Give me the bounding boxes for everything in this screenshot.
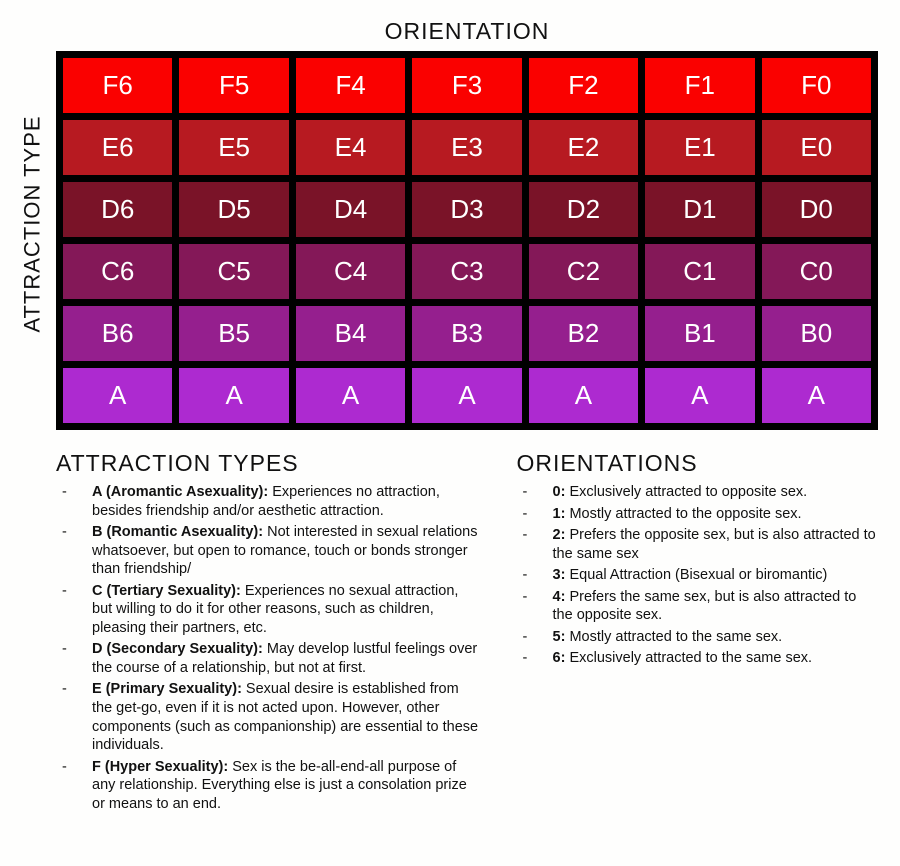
legend-orientation-list: 0: Exclusively attracted to opposite sex…: [517, 483, 878, 668]
legend-item: E (Primary Sexuality): Sexual desire is …: [56, 680, 483, 754]
legend-item: B (Romantic Asexuality): Not interested …: [56, 523, 483, 579]
grid-cell: A: [179, 368, 288, 423]
legend-item-key: D (Secondary Sexuality):: [92, 641, 267, 657]
grid-cell: D0: [762, 182, 871, 237]
legend-item-desc: Mostly attracted to the same sex.: [569, 629, 782, 645]
grid-cell: D2: [529, 182, 638, 237]
legend-item-key: B (Romantic Asexuality):: [92, 524, 267, 540]
legend-item: 0: Exclusively attracted to opposite sex…: [517, 483, 878, 502]
axis-title-side: ATTRACTION TYPE: [16, 18, 50, 430]
legend-item-desc: Equal Attraction (Bisexual or biromantic…: [569, 567, 827, 583]
grid-cell: C2: [529, 244, 638, 299]
grid-cell: F0: [762, 58, 871, 113]
attraction-grid: F6F5F4F3F2F1F0 E6E5E4E3E2E1E0 D6D5D4D3D2D1…: [56, 51, 878, 430]
axis-title-side-text: ATTRACTION TYPE: [20, 115, 46, 332]
legend-item-key: 1:: [553, 506, 570, 522]
grid-cell: B1: [645, 306, 754, 361]
legend-area: ATTRACTION TYPES A (Aromantic Asexuality…: [56, 450, 878, 816]
grid-cell: B3: [412, 306, 521, 361]
grid-cell: D3: [412, 182, 521, 237]
legend-item-key: 3:: [553, 567, 570, 583]
grid-cell: C3: [412, 244, 521, 299]
grid-cell: C0: [762, 244, 871, 299]
legend-attraction-list: A (Aromantic Asexuality): Experiences no…: [56, 483, 483, 813]
grid-cell: A: [529, 368, 638, 423]
grid-cell: D5: [179, 182, 288, 237]
legend-item-desc: Prefers the same sex, but is also attrac…: [553, 589, 857, 624]
legend-orientation-heading: ORIENTATIONS: [517, 450, 878, 477]
grid-cell: A: [762, 368, 871, 423]
chart-area: ORIENTATION ATTRACTION TYPE F6F5F4F3F2F1…: [56, 18, 878, 430]
grid-cell: D1: [645, 182, 754, 237]
legend-item: 2: Prefers the opposite sex, but is also…: [517, 526, 878, 563]
grid-cell: E6: [63, 120, 172, 175]
grid-cell: B4: [296, 306, 405, 361]
grid-cell: F6: [63, 58, 172, 113]
legend-item-desc: Exclusively attracted to opposite sex.: [569, 484, 807, 500]
grid-cell: E5: [179, 120, 288, 175]
grid-cell: A: [645, 368, 754, 423]
legend-item: 4: Prefers the same sex, but is also att…: [517, 588, 878, 625]
grid-cell: D6: [63, 182, 172, 237]
grid-cell: C6: [63, 244, 172, 299]
legend-item-desc: Mostly attracted to the opposite sex.: [569, 506, 801, 522]
legend-item: 3: Equal Attraction (Bisexual or biroman…: [517, 566, 878, 585]
grid-cell: E2: [529, 120, 638, 175]
grid-cell: B5: [179, 306, 288, 361]
legend-item-desc: Exclusively attracted to the same sex.: [569, 650, 812, 666]
legend-item: 1: Mostly attracted to the opposite sex.: [517, 505, 878, 524]
grid-cell: F5: [179, 58, 288, 113]
grid-cell: E4: [296, 120, 405, 175]
grid-cell: F1: [645, 58, 754, 113]
legend-item-desc: Prefers the opposite sex, but is also at…: [553, 527, 876, 562]
grid-cell: B0: [762, 306, 871, 361]
grid-cell: E0: [762, 120, 871, 175]
legend-item-key: 4:: [553, 589, 570, 605]
legend-item-key: C (Tertiary Sexuality):: [92, 583, 245, 599]
legend-attraction-heading: ATTRACTION TYPES: [56, 450, 483, 477]
grid-cell: C5: [179, 244, 288, 299]
grid-cell: A: [296, 368, 405, 423]
grid-cell: E1: [645, 120, 754, 175]
grid-cell: F4: [296, 58, 405, 113]
legend-orientation: ORIENTATIONS 0: Exclusively attracted to…: [517, 450, 878, 816]
legend-item: 6: Exclusively attracted to the same sex…: [517, 649, 878, 668]
legend-item-key: F (Hyper Sexuality):: [92, 759, 232, 775]
axis-title-top: ORIENTATION: [56, 18, 878, 45]
grid-cell: A: [412, 368, 521, 423]
legend-item: A (Aromantic Asexuality): Experiences no…: [56, 483, 483, 520]
legend-item-key: 6:: [553, 650, 570, 666]
grid-cell: F2: [529, 58, 638, 113]
legend-item: C (Tertiary Sexuality): Experiences no s…: [56, 582, 483, 638]
grid-cell: C1: [645, 244, 754, 299]
legend-item: 5: Mostly attracted to the same sex.: [517, 628, 878, 647]
grid-cell: E3: [412, 120, 521, 175]
legend-item-key: 2:: [553, 527, 570, 543]
legend-item-key: 5:: [553, 629, 570, 645]
legend-item-key: A (Aromantic Asexuality):: [92, 484, 272, 500]
legend-item-key: 0:: [553, 484, 570, 500]
grid-cell: A: [63, 368, 172, 423]
grid-cell: F3: [412, 58, 521, 113]
legend-attraction: ATTRACTION TYPES A (Aromantic Asexuality…: [56, 450, 483, 816]
legend-item: D (Secondary Sexuality): May develop lus…: [56, 640, 483, 677]
grid-cell: B2: [529, 306, 638, 361]
legend-item: F (Hyper Sexuality): Sex is the be-all-e…: [56, 758, 483, 814]
legend-item-key: E (Primary Sexuality):: [92, 681, 246, 697]
grid-cell: C4: [296, 244, 405, 299]
grid-cell: B6: [63, 306, 172, 361]
grid-cell: D4: [296, 182, 405, 237]
